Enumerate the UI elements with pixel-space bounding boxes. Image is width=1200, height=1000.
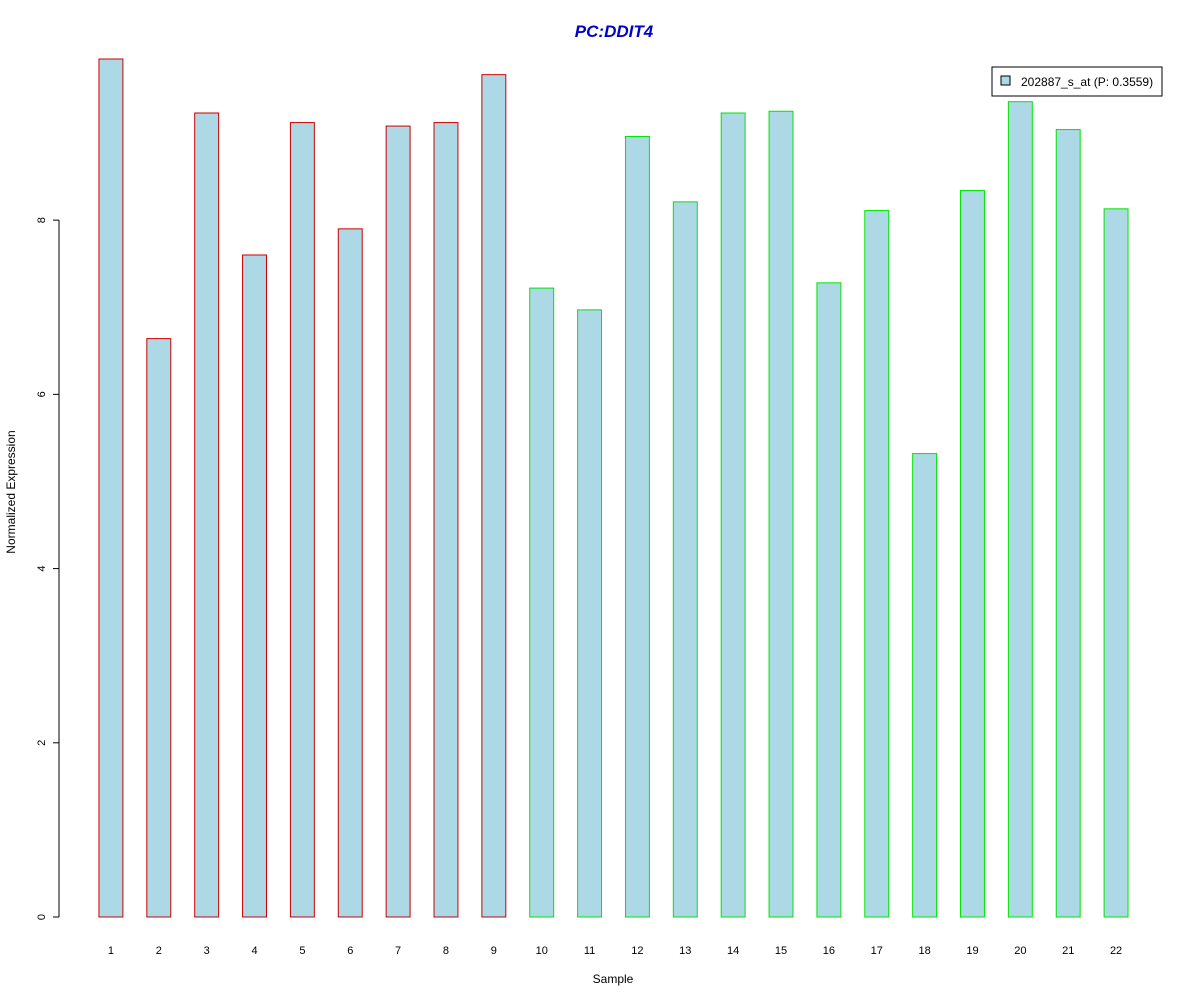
y-axis: 0 2 4 6 8 xyxy=(36,217,60,920)
x-tick-label: 17 xyxy=(871,945,883,957)
x-tick-label: 4 xyxy=(251,945,257,957)
legend: 202887_s_at (P: 0.3559) xyxy=(991,66,1163,97)
x-tick-label: 19 xyxy=(966,945,978,957)
bar-sample-13 xyxy=(672,201,698,918)
x-tick-label: 16 xyxy=(823,945,835,957)
x-tick-label: 8 xyxy=(443,945,449,957)
bar-sample-16 xyxy=(816,282,842,918)
bar-sample-17 xyxy=(864,210,890,918)
bar-sample-7 xyxy=(385,125,411,918)
x-tick-label: 20 xyxy=(1014,945,1026,957)
y-tick-label: 2 xyxy=(36,740,48,746)
x-tick-label: 13 xyxy=(679,945,691,957)
legend-box xyxy=(991,66,1163,97)
legend-swatch xyxy=(1000,75,1011,86)
x-tick-label: 15 xyxy=(775,945,787,957)
x-tick-label: 14 xyxy=(727,945,739,957)
x-tick-label: 22 xyxy=(1110,945,1122,957)
bar-sample-21 xyxy=(1055,129,1081,918)
y-tick-label: 0 xyxy=(36,914,48,920)
x-tick-label: 1 xyxy=(108,945,114,957)
y-tick-label: 6 xyxy=(36,391,48,397)
x-tick-label: 18 xyxy=(918,945,930,957)
bar-sample-5 xyxy=(289,122,315,918)
x-tick-label: 11 xyxy=(584,945,595,957)
bar-sample-12 xyxy=(624,136,650,918)
bar-sample-8 xyxy=(433,122,459,918)
y-tick-label: 8 xyxy=(36,217,48,223)
x-tick-label: 12 xyxy=(631,945,643,957)
bar-sample-9 xyxy=(481,74,507,918)
bar-sample-3 xyxy=(194,112,220,918)
x-tick-label: 6 xyxy=(347,945,353,957)
x-tick-label: 5 xyxy=(299,945,305,957)
x-tick-label: 9 xyxy=(491,945,497,957)
legend-entry-label: 202887_s_at (P: 0.3559) xyxy=(1021,75,1153,89)
x-tick-label: 3 xyxy=(204,945,210,957)
bar-sample-14 xyxy=(720,112,746,918)
x-axis-label: Sample xyxy=(593,972,634,986)
bar-sample-11 xyxy=(577,309,603,918)
bar-sample-15 xyxy=(768,110,794,918)
bar-sample-6 xyxy=(337,228,363,918)
x-tick-label: 7 xyxy=(395,945,401,957)
bar-sample-2 xyxy=(146,338,172,918)
x-tick-label: 21 xyxy=(1062,945,1074,957)
bar-sample-10 xyxy=(529,287,555,918)
y-axis-label: Normalized Expression xyxy=(4,430,18,553)
bar-sample-18 xyxy=(912,453,938,918)
bars-group xyxy=(98,58,1129,918)
x-tick-label: 10 xyxy=(536,945,548,957)
chart-title: PC:DDIT4 xyxy=(575,22,654,41)
y-tick-label: 4 xyxy=(36,566,48,572)
bar-sample-4 xyxy=(242,254,267,918)
bar-sample-20 xyxy=(1007,101,1033,918)
x-tick-labels: 1 2 3 4 5 6 7 8 9 10 11 12 13 14 15 16 17 18 19 20 21 22 xyxy=(108,945,1122,957)
bar-sample-1 xyxy=(98,58,124,918)
bar-sample-22 xyxy=(1103,208,1129,918)
bar-sample-19 xyxy=(960,190,985,918)
x-tick-label: 2 xyxy=(156,945,162,957)
